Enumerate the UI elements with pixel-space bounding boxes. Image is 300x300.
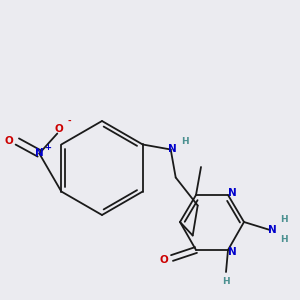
- Text: H: H: [280, 215, 288, 224]
- Text: +: +: [44, 143, 51, 152]
- Text: N: N: [228, 247, 236, 257]
- Text: N: N: [168, 145, 177, 154]
- Text: O: O: [5, 136, 14, 146]
- Text: O: O: [55, 124, 64, 134]
- Text: H: H: [181, 137, 188, 146]
- Text: N: N: [268, 225, 276, 235]
- Text: N: N: [35, 148, 44, 158]
- Text: H: H: [280, 236, 288, 244]
- Text: H: H: [222, 278, 230, 286]
- Text: N: N: [228, 188, 236, 198]
- Text: -: -: [68, 117, 71, 126]
- Text: O: O: [160, 255, 168, 265]
